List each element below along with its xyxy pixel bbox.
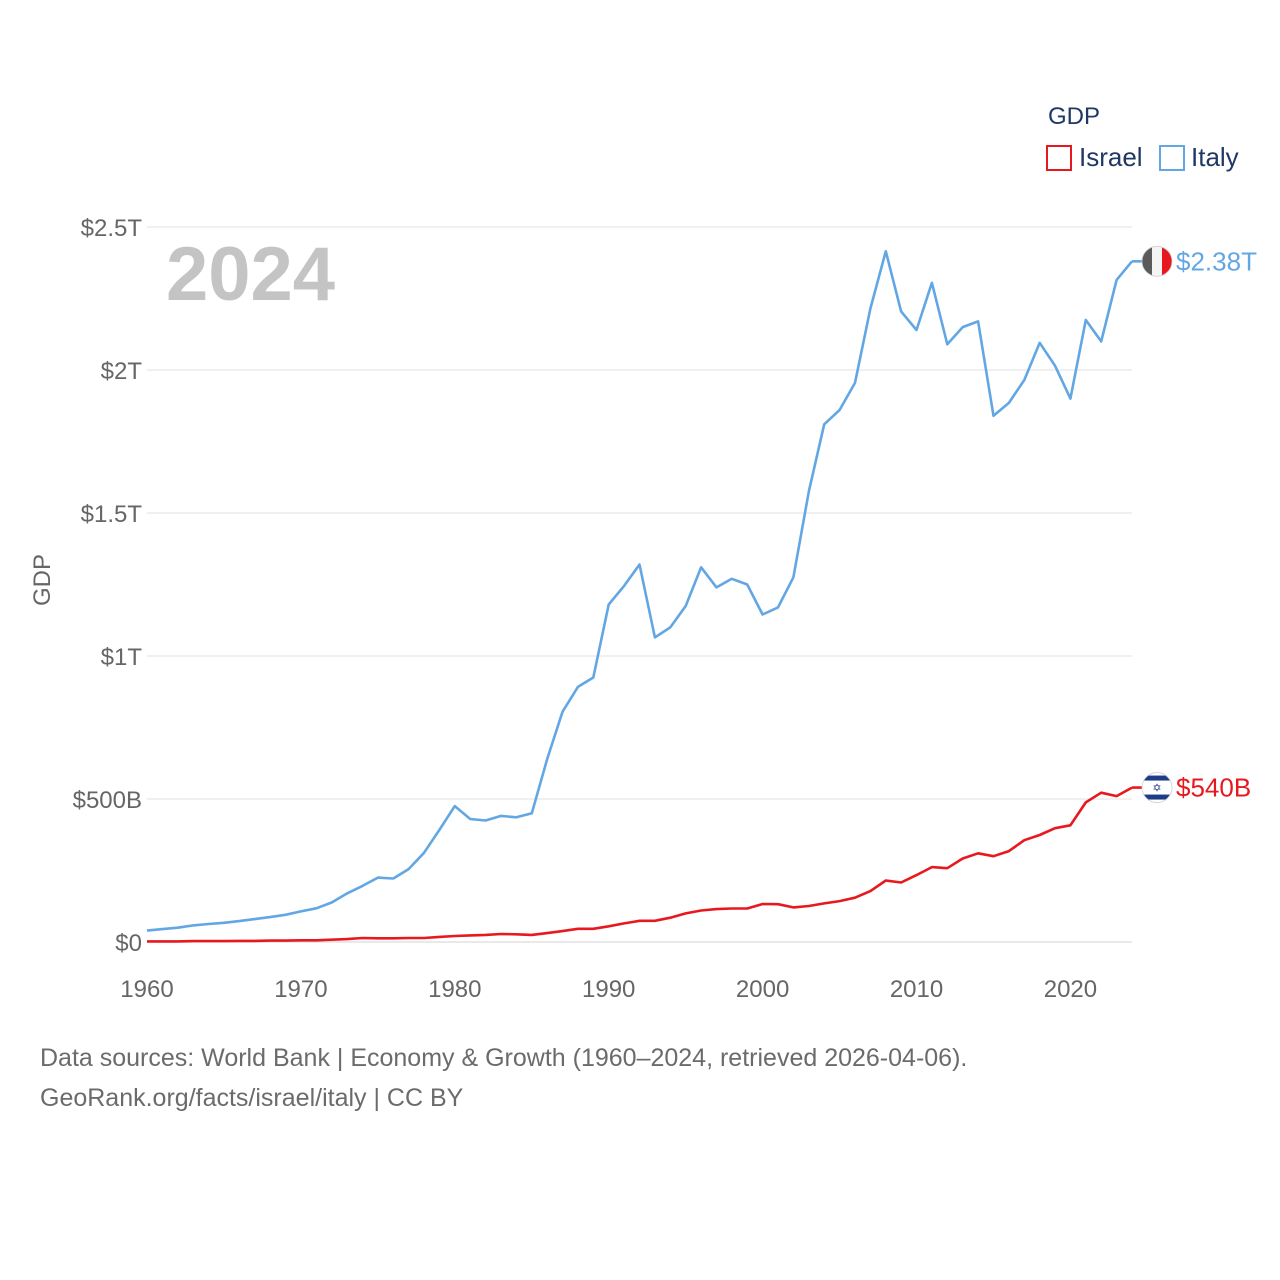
end-value-israel: $540B	[1176, 773, 1251, 803]
y-tick-label: $2T	[101, 358, 143, 385]
y-tick-label: $500B	[73, 787, 142, 814]
legend: GDP Israel Italy	[1046, 103, 1239, 172]
footer-credit[interactable]: GeoRank.org/facts/israel/italy | CC BY	[40, 1084, 464, 1112]
x-tick-label: 1970	[274, 976, 327, 1003]
x-axis-ticks: 1960 1970 1980 1990 2000 2010 2020	[120, 976, 1097, 1003]
legend-label-israel[interactable]: Israel	[1079, 142, 1143, 172]
y-axis-ticks: $0 $500B $1T $1.5T $2T $2.5T	[73, 215, 143, 957]
italy-flag-icon	[1141, 245, 1173, 277]
grid-lines	[147, 226, 1132, 943]
legend-title: GDP	[1048, 103, 1100, 130]
y-tick-label: $1.5T	[81, 501, 143, 528]
legend-swatch-israel[interactable]	[1046, 145, 1072, 171]
end-value-italy: $2.38T	[1176, 246, 1257, 276]
footer-source: Data sources: World Bank | Economy & Gro…	[40, 1044, 968, 1072]
end-markers: ✡ $540B $2.38T	[1132, 245, 1257, 803]
year-label: 2024	[166, 232, 335, 317]
series-lines	[146, 250, 1134, 943]
y-axis-title: GDP	[29, 554, 56, 606]
x-tick-label: 2020	[1044, 976, 1097, 1003]
legend-label-italy[interactable]: Italy	[1191, 142, 1239, 172]
series-line-italy[interactable]	[146, 250, 1134, 932]
x-tick-label: 2010	[890, 976, 943, 1003]
y-tick-label: $0	[115, 930, 142, 957]
israel-flag-icon: ✡	[1141, 772, 1173, 803]
legend-swatch-italy[interactable]	[1159, 145, 1185, 171]
x-tick-label: 1990	[582, 976, 635, 1003]
x-tick-label: 1960	[120, 976, 173, 1003]
x-tick-label: 2000	[736, 976, 789, 1003]
y-tick-label: $1T	[101, 644, 143, 671]
series-line-israel[interactable]	[147, 786, 1133, 943]
x-tick-label: 1980	[428, 976, 481, 1003]
svg-text:✡: ✡	[1152, 782, 1161, 795]
y-tick-label: $2.5T	[81, 215, 143, 242]
